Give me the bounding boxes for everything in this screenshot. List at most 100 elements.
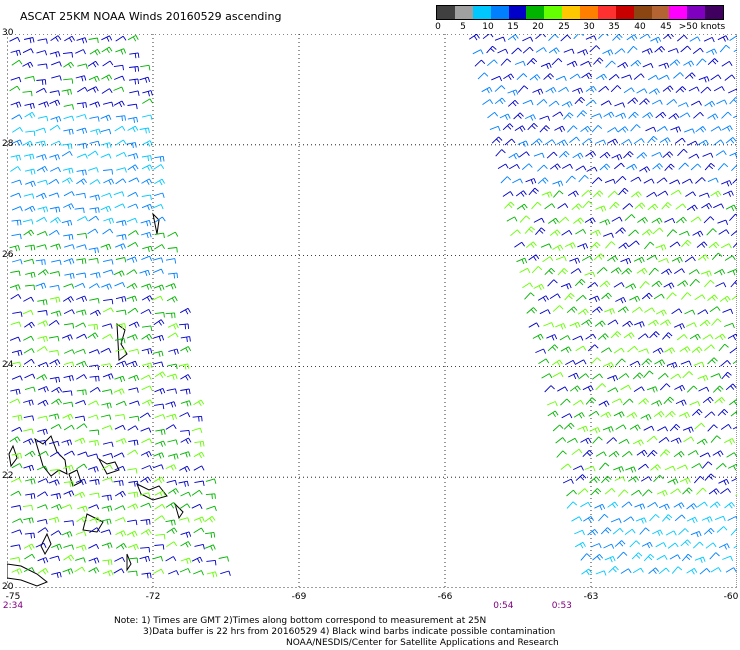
wind-barb xyxy=(23,258,35,265)
wind-barb xyxy=(538,358,550,364)
wind-barb xyxy=(206,505,217,512)
latitude-label: 28 xyxy=(2,138,14,149)
wind-barb xyxy=(77,216,88,222)
wind-barb xyxy=(583,516,594,523)
wind-barb xyxy=(37,299,48,306)
wind-barb xyxy=(35,259,46,266)
wind-barb xyxy=(168,570,179,576)
wind-barb xyxy=(666,292,677,300)
wind-barb xyxy=(721,125,733,132)
wind-barb xyxy=(494,36,506,42)
wind-barb xyxy=(89,207,100,214)
wind-barb xyxy=(700,270,712,277)
wind-barb xyxy=(23,335,34,341)
wind-barb xyxy=(687,450,699,456)
wind-barb xyxy=(623,87,635,94)
wind-barb xyxy=(566,489,577,497)
wind-barb xyxy=(87,86,99,93)
wind-barb xyxy=(692,541,704,549)
wind-barb xyxy=(507,99,519,107)
wind-barb xyxy=(36,166,48,173)
wind-barb xyxy=(636,152,648,159)
wind-barb xyxy=(114,125,126,132)
wind-barb xyxy=(167,247,178,253)
wind-barb xyxy=(615,296,627,304)
wind-barb xyxy=(101,35,113,42)
wind-barb xyxy=(688,269,700,275)
wind-barb xyxy=(689,36,701,42)
legend-label: 20 xyxy=(532,22,544,32)
wind-barb xyxy=(570,268,582,274)
wind-barb xyxy=(141,164,153,171)
wind-barb xyxy=(651,280,663,288)
wind-barb xyxy=(721,371,732,380)
wind-barb xyxy=(573,412,585,419)
wind-barb xyxy=(710,126,722,132)
wind-barb xyxy=(10,544,21,550)
wind-barb xyxy=(631,306,643,313)
wind-barb xyxy=(617,126,629,133)
wind-barb xyxy=(585,397,597,405)
wind-barb xyxy=(38,101,50,108)
wind-barb xyxy=(704,162,715,171)
wind-barb xyxy=(51,503,62,511)
legend-swatch xyxy=(490,6,509,19)
wind-barb xyxy=(102,569,114,577)
wind-barb xyxy=(63,191,75,197)
wind-barb xyxy=(141,399,153,406)
wind-barb xyxy=(531,201,542,210)
wind-barb xyxy=(658,503,670,510)
wind-barb xyxy=(569,136,580,143)
wind-barb xyxy=(580,437,592,445)
wind-barb xyxy=(566,306,578,314)
wind-barb xyxy=(48,192,60,198)
wind-barb xyxy=(11,529,23,535)
wind-barb xyxy=(76,374,87,380)
wind-barb xyxy=(168,488,179,495)
wind-barb xyxy=(9,245,21,252)
wind-barb xyxy=(126,360,138,368)
wind-barb xyxy=(704,411,716,419)
wind-barb xyxy=(675,86,687,94)
wind-barb xyxy=(526,307,538,314)
wind-barb xyxy=(617,62,629,69)
wind-barb xyxy=(732,360,737,364)
wind-barb xyxy=(647,449,658,458)
wind-barb xyxy=(179,307,191,315)
wind-barb xyxy=(546,151,558,159)
wind-map xyxy=(7,34,737,588)
wind-barb xyxy=(590,543,602,549)
wind-barb xyxy=(544,203,556,210)
wind-barb xyxy=(154,371,166,378)
wind-barb xyxy=(37,491,48,497)
wind-barb xyxy=(709,306,721,313)
wind-barb xyxy=(679,112,691,118)
wind-barb xyxy=(549,293,561,299)
wind-barb xyxy=(11,568,23,575)
wind-barb xyxy=(544,267,556,276)
wind-barb xyxy=(718,543,730,550)
wind-barb xyxy=(716,99,728,105)
wind-barb xyxy=(75,557,86,563)
wind-barb xyxy=(74,415,86,422)
wind-barb xyxy=(596,267,608,274)
wind-barb xyxy=(128,439,139,446)
wind-barb xyxy=(10,154,21,161)
wind-barb xyxy=(704,344,715,351)
wind-barb xyxy=(585,35,597,41)
time-label: 0:54 xyxy=(493,601,514,611)
wind-barb xyxy=(102,373,114,380)
wind-barb xyxy=(599,219,611,226)
wind-barb xyxy=(702,334,714,340)
wind-barb xyxy=(641,292,653,300)
wind-barb xyxy=(101,283,112,290)
wind-barb xyxy=(87,228,99,235)
wind-barb xyxy=(114,517,126,523)
wind-barbs xyxy=(9,34,737,579)
wind-barb xyxy=(11,139,23,146)
wind-barb xyxy=(129,400,140,406)
wind-barb xyxy=(712,385,724,393)
wind-barb xyxy=(9,85,21,92)
wind-barb xyxy=(598,85,610,93)
wind-barb xyxy=(640,476,652,482)
